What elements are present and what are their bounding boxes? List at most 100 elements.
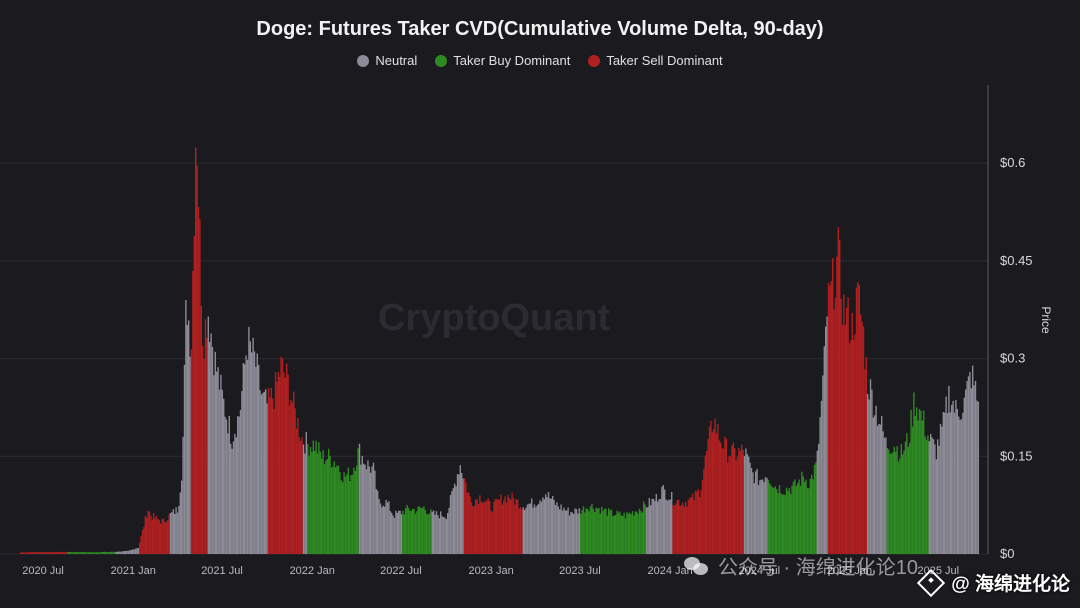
price-bar [298, 437, 300, 554]
price-bar [167, 520, 169, 554]
price-bar [45, 552, 47, 554]
price-bar [505, 502, 508, 554]
price-bar [575, 509, 578, 554]
price-bar [343, 472, 345, 554]
price-bar [234, 433, 236, 554]
price-bar [260, 394, 263, 554]
price-bar [886, 448, 888, 554]
price-bar [966, 381, 968, 554]
price-bar [850, 340, 852, 554]
price-bar [682, 502, 684, 554]
price-bar [546, 497, 548, 554]
price-bar [232, 441, 235, 554]
price-bar [927, 435, 929, 554]
price-bar [171, 512, 173, 554]
price-bar [787, 490, 789, 554]
price-bar [785, 487, 788, 554]
price-bar [567, 507, 569, 554]
price-bar [876, 425, 879, 554]
price-bar [973, 385, 975, 554]
price-bar [482, 502, 484, 554]
price-bar [448, 507, 450, 554]
price-bar [948, 385, 950, 554]
price-bar [188, 320, 190, 554]
price-bar [56, 551, 58, 554]
price-bar [643, 501, 645, 554]
price-bar [396, 512, 398, 554]
price-bar [178, 505, 180, 554]
price-bar [31, 552, 33, 554]
price-bar [813, 464, 816, 554]
price-bar [389, 510, 391, 554]
price-bar [510, 499, 512, 554]
price-bar [788, 487, 790, 554]
price-bar [893, 446, 895, 554]
price-bar [514, 504, 516, 554]
legend-item-neutral[interactable]: Neutral [357, 53, 417, 68]
price-bar [515, 498, 517, 554]
price-bar [242, 363, 244, 554]
price-bar [459, 465, 461, 554]
price-bar [739, 450, 741, 554]
price-bar [486, 500, 488, 554]
price-bar [147, 511, 149, 554]
price-bar [574, 508, 576, 554]
price-bar [916, 407, 918, 554]
price-bar [622, 515, 624, 554]
price-bar [361, 455, 363, 554]
price-bar [27, 552, 29, 554]
price-bar [862, 326, 865, 554]
price-bar [69, 552, 71, 554]
price-bar [913, 392, 915, 554]
price-bar [46, 552, 48, 554]
price-bar [133, 549, 135, 554]
price-bar [722, 448, 725, 554]
price-bar [24, 552, 26, 554]
price-bar [427, 514, 429, 554]
legend-item-taker-buy[interactable]: Taker Buy Dominant [435, 53, 570, 68]
price-bar [265, 389, 267, 554]
price-bar [671, 492, 673, 554]
legend-item-taker-sell[interactable]: Taker Sell Dominant [588, 53, 723, 68]
price-bar [342, 482, 344, 554]
price-bar [414, 513, 417, 554]
price-bar [932, 439, 935, 554]
price-bar [606, 515, 608, 554]
price-bar [619, 511, 621, 554]
price-bar [249, 341, 251, 554]
price-bar [307, 444, 309, 554]
price-bar [956, 408, 958, 554]
price-bar [207, 316, 209, 554]
price-bar [38, 552, 40, 554]
price-bar [21, 552, 23, 554]
price-bar [252, 337, 254, 554]
price-bar [895, 451, 897, 554]
price-bar [906, 433, 908, 554]
price-bar [287, 374, 289, 554]
price-bar [519, 506, 522, 554]
price-bar [62, 551, 64, 554]
price-bar [493, 502, 495, 554]
price-bar [74, 551, 76, 554]
price-bar [206, 337, 208, 554]
price-bar [290, 399, 292, 554]
price-bar [90, 552, 92, 554]
price-bar [839, 239, 841, 554]
price-bar [676, 499, 678, 554]
price-bar [517, 499, 519, 554]
price-bar [848, 343, 851, 554]
price-bar [132, 549, 134, 554]
price-bar [907, 446, 909, 554]
price-bar [32, 552, 34, 554]
price-bar [731, 445, 733, 554]
price-bar [503, 500, 505, 554]
price-bar [917, 420, 919, 554]
price-bar [900, 444, 902, 554]
price-bar [941, 426, 943, 554]
price-bar [447, 513, 449, 554]
price-bar [398, 510, 400, 554]
price-bar [693, 500, 695, 554]
price-bar [834, 297, 837, 554]
price-bar [41, 552, 43, 554]
